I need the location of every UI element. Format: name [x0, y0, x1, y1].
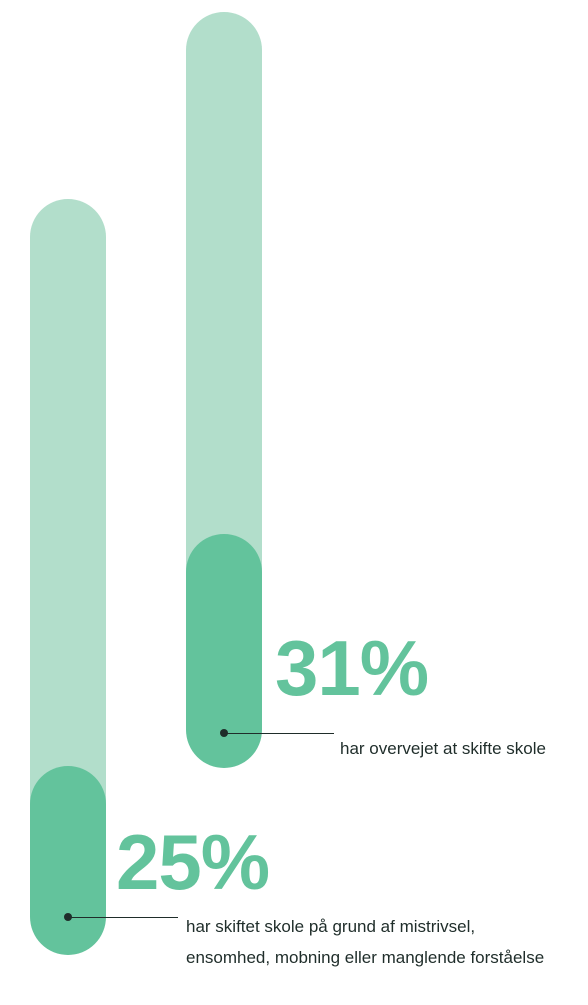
caption-25: har skiftet skole på grund af mistrivsel… — [186, 917, 545, 967]
leader-line-31 — [224, 733, 334, 734]
bar-track-25 — [30, 199, 106, 955]
leader-line-25 — [68, 917, 178, 918]
bar-fill-25 — [30, 766, 106, 955]
caption-31: har overvejet at skifte skole — [340, 739, 546, 758]
bar-track-31 — [186, 12, 262, 768]
value-label-31: 31% — [275, 624, 429, 712]
value-label-25: 25% — [116, 818, 270, 906]
